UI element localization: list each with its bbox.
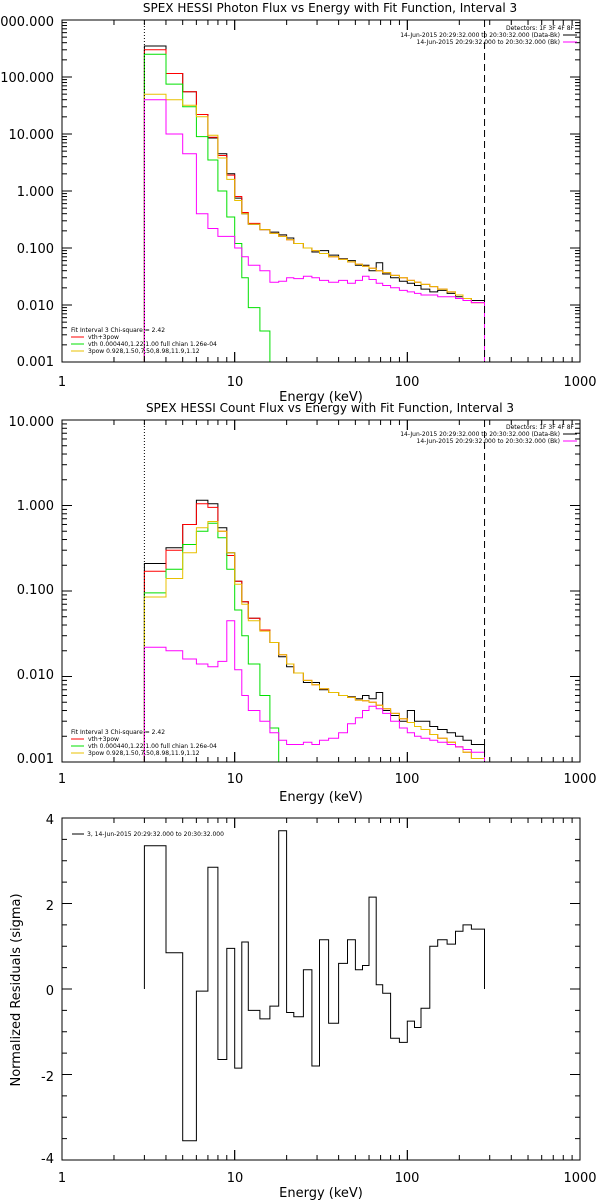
residuals-series (143, 830, 485, 1142)
residuals-xtick-label: 1 (58, 1171, 66, 1186)
count-flux-legend: Detectors: 1F 3F 4F 8F 14-Jun-2015 20:29… (71, 424, 577, 757)
photon-flux-xtick-label: 1000 (563, 375, 596, 390)
count-flux-ytick-label: 0.100 (17, 583, 54, 598)
legend-residual: 3, 14-Jun-2015 20:29:32.000 to 20:30:32.… (87, 831, 224, 838)
photon-flux-ytick-label: 1.000 (17, 185, 54, 200)
count-flux-panel: SPEX HESSI Count Flux vs Energy with Fit… (9, 401, 597, 805)
legend-detectors: Detectors: 1F 3F 4F 8F (506, 25, 575, 32)
residuals-ytick-label: 4 (46, 813, 54, 828)
residuals-ytick-label: -4 (41, 1152, 54, 1167)
count-flux-axes-frame (61, 419, 581, 763)
count-flux-title: SPEX HESSI Count Flux vs Energy with Fit… (146, 401, 514, 415)
residuals-xtick-label: 10 (227, 1171, 244, 1186)
count-flux-xtick-label: 10 (227, 772, 244, 787)
residuals-series-3-14-jun-2015-20-29-32-000-to-20-30-32-000 (143, 830, 485, 1142)
photon-flux-tick-marks (61, 19, 581, 363)
count-flux-series-3pow (143, 521, 485, 762)
legend-detectors: Detectors: 1F 3F 4F 8F (506, 424, 575, 431)
photon-flux-ytick-label: 0.100 (17, 242, 54, 257)
photon-flux-title: SPEX HESSI Photon Flux vs Energy with Fi… (143, 1, 517, 15)
photon-flux-ytick-label: 0.010 (17, 299, 54, 314)
photon-flux-series-3pow (143, 93, 485, 362)
count-flux-xtick-label: 100 (395, 772, 420, 787)
residuals-xtick-label: 100 (395, 1171, 420, 1186)
photon-flux-xaxis-label: Energy (keV) (279, 390, 363, 405)
residuals-ytick-label: 0 (46, 984, 54, 999)
legend-vth-3pow: vth+3pow (88, 334, 119, 341)
photon-flux-panel: SPEX HESSI Photon Flux vs Energy with Fi… (0, 1, 597, 405)
photon-flux-ytick-label: 10.000 (9, 128, 55, 143)
count-flux-xaxis-label: Energy (keV) (279, 790, 363, 805)
photon-flux-series (143, 45, 485, 362)
photon-flux-xtick-label: 100 (395, 375, 420, 390)
photon-flux-series-bk (143, 99, 485, 362)
count-flux-series (143, 499, 485, 762)
legend-data-bk: 14-Jun-2015 20:29:32.000 to 20:30:32.000… (400, 32, 560, 39)
photon-flux-xtick-label: 10 (227, 375, 244, 390)
legend-data-bk: 14-Jun-2015 20:29:32.000 to 20:30:32.000… (400, 431, 560, 438)
count-flux-xtick-label: 1000 (563, 772, 596, 787)
residuals-panel: 4 2 0 -2 -4 1 10 100 1000 Energy (keV) N… (9, 813, 597, 1201)
legend-3pow: 3pow 0.928,1.50,7.50,8.98,11.9,1.12 (88, 348, 200, 355)
residuals-xaxis-label: Energy (keV) (279, 1186, 363, 1200)
count-flux-ytick-label: 0.001 (17, 752, 54, 767)
photon-flux-axes-frame (61, 19, 581, 363)
legend-bk: 14-Jun-2015 20:29:32.000 to 20:30:32.000… (417, 438, 560, 445)
residuals-yaxis-label: Normalized Residuals (sigma) (9, 893, 24, 1086)
legend-vth-3pow: vth+3pow (88, 736, 119, 743)
photon-flux-ytick-label: 1000.000 (0, 15, 54, 30)
count-flux-xtick-label: 1 (58, 772, 66, 787)
residuals-xtick-label: 1000 (563, 1171, 596, 1186)
count-flux-energy-limits (143, 420, 486, 762)
legend-bk: 14-Jun-2015 20:29:32.000 to 20:30:32.000… (417, 39, 560, 46)
legend-vth: vth 0.000440,1.22,1.00 full chian 1.26e-… (88, 341, 217, 348)
legend-fit-interval: Fit Interval 3 Chi-square = 2.42 (71, 729, 165, 736)
legend-3pow: 3pow 0.928,1.50,7.50,8.98,11.9,1.12 (88, 750, 200, 757)
residuals-ytick-label: -2 (41, 1070, 54, 1085)
count-flux-series-bk (143, 620, 485, 762)
residuals-ytick-label: 2 (46, 899, 54, 914)
residuals-tick-marks (61, 817, 581, 1161)
photon-flux-legend: Detectors: 1F 3F 4F 8F 14-Jun-2015 20:29… (71, 25, 577, 355)
photon-flux-ytick-label: 0.001 (17, 355, 54, 370)
legend-vth: vth 0.000440,1.22,1.00 full chian 1.26e-… (88, 743, 217, 750)
photon-flux-xtick-label: 1 (58, 375, 66, 390)
photon-flux-ytick-label: 100.000 (0, 71, 54, 86)
residuals-legend: 3, 14-Jun-2015 20:29:32.000 to 20:30:32.… (72, 831, 224, 838)
photon-flux-energy-limits (143, 20, 486, 362)
legend-fit-interval: Fit Interval 3 Chi-square = 2.42 (71, 327, 165, 334)
photon-flux-series-vth (143, 53, 280, 362)
count-flux-ytick-label: 1.000 (17, 499, 54, 514)
residuals-axes-frame (61, 817, 581, 1161)
count-flux-ytick-label: 0.010 (17, 668, 54, 683)
count-flux-tick-marks (61, 419, 581, 763)
count-flux-ytick-label: 10.000 (9, 415, 55, 430)
